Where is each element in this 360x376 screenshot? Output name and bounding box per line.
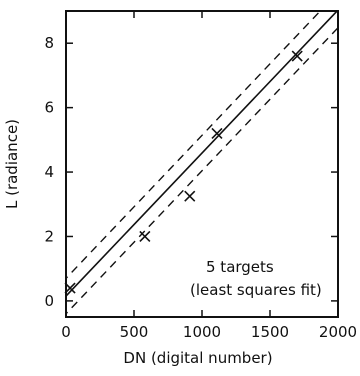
data-point	[139, 230, 151, 243]
y-tick-label: 6	[44, 99, 54, 117]
data-markers	[64, 50, 303, 294]
confidence-band-lower	[66, 26, 338, 315]
x-tick-label: 2000	[319, 323, 357, 341]
plot-area	[66, 11, 338, 315]
data-point	[211, 127, 223, 139]
y-axis-title: L (radiance)	[3, 119, 21, 209]
y-tick-label: 0	[44, 292, 54, 310]
data-point	[64, 282, 76, 294]
ticks	[65, 11, 339, 317]
x-tick-label: 0	[61, 323, 71, 341]
data-point	[291, 50, 303, 62]
fit-line	[66, 11, 338, 298]
y-tick-label: 2	[44, 227, 54, 245]
y-tick-label: 4	[44, 163, 54, 181]
x-axis-title: DN (digital number)	[123, 349, 272, 367]
x-tick-label: 1000	[183, 323, 221, 341]
data-point	[184, 190, 196, 202]
x-tick-label: 500	[120, 323, 149, 341]
confidence-band-upper	[66, 11, 322, 280]
annotation-line-1: 5 targets	[206, 258, 274, 276]
annotation-line-2: (least squares fit)	[190, 281, 322, 299]
y-tick-label: 8	[44, 34, 54, 52]
tick-labels: 0 500 1000 1500 2000 0 2 4 6 8	[44, 34, 357, 341]
x-tick-label: 1500	[251, 323, 289, 341]
